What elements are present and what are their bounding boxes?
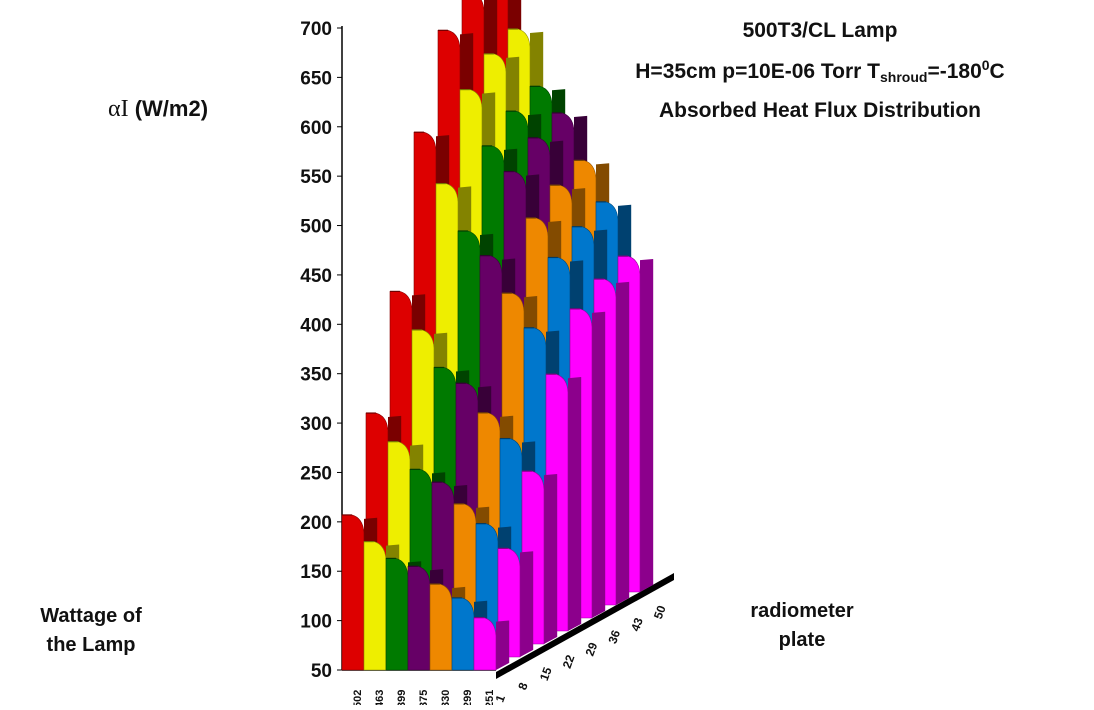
- y-tick-label: 50: [311, 661, 332, 682]
- y-tick-label: 450: [300, 266, 332, 287]
- title-line-2: H=35cm p=10E-06 Torr Tshroud=-1800C: [560, 48, 1080, 94]
- title-line-2-mid: =-180: [927, 60, 982, 83]
- wattage-tick-label: 463: [374, 690, 386, 705]
- bar: [407, 565, 431, 671]
- y-tick-label: 200: [300, 513, 332, 534]
- y-tick-label: 650: [300, 68, 332, 89]
- title-line-2-suffix: C: [989, 60, 1005, 83]
- wattage-tick-label: 502: [352, 690, 364, 705]
- bar-side: [640, 259, 654, 592]
- x-axis-label-line-2: the Lamp: [46, 634, 136, 656]
- y-axis-symbol: αI: [108, 96, 129, 122]
- title-line-2-sub: shroud: [880, 69, 928, 85]
- bar: [429, 583, 453, 671]
- title-line-2-prefix: H=35cm p=10E-06 Torr T: [635, 60, 880, 83]
- title-line-3: Absorbed Heat Flux Distribution: [658, 99, 981, 122]
- plate-tick-label: 29: [583, 640, 601, 658]
- chart-title: 500T3/CL Lamp H=35cm p=10E-06 Torr Tshro…: [560, 14, 1080, 128]
- bar-side: [616, 281, 630, 605]
- y-tick-label: 550: [300, 167, 332, 188]
- bar: [385, 558, 409, 671]
- plate-tick-label: 36: [605, 628, 623, 646]
- bar: [363, 541, 387, 671]
- y-tick-label: 250: [300, 463, 332, 484]
- title-line-2-sup: 0: [981, 57, 990, 73]
- bar-side: [592, 311, 606, 618]
- bar-side: [544, 474, 558, 644]
- title-line-1: 500T3/CL Lamp: [742, 19, 898, 42]
- bar-group: [473, 617, 510, 671]
- y-tick-label: 700: [300, 19, 332, 40]
- wattage-tick-label: 299: [462, 690, 474, 705]
- wattage-tick-label: 375: [418, 690, 430, 705]
- y-tick-label: 350: [300, 365, 332, 386]
- y-tick-label: 500: [300, 217, 332, 238]
- x-axis-label-line-1: Wattage of: [40, 605, 142, 627]
- plate-tick-label: 43: [628, 616, 646, 634]
- plate-tick-label: 8: [515, 680, 531, 691]
- y-tick-label: 300: [300, 414, 332, 435]
- y-tick-label: 100: [300, 612, 332, 633]
- depth-axis-floor: [496, 573, 674, 679]
- bar: [451, 597, 475, 671]
- y-axis-unit: (W/m2): [134, 96, 209, 121]
- plate-tick-label: 50: [651, 603, 669, 621]
- y-tick-label: 600: [300, 118, 332, 139]
- z-axis-label-line-2: plate: [778, 629, 826, 651]
- plate-tick-label: 15: [537, 665, 555, 683]
- y-axis-label: αI (W/m2): [108, 96, 208, 123]
- plate-tick-label: 1: [493, 693, 509, 704]
- bar: [341, 514, 365, 671]
- z-axis-label: radiometer plate: [712, 597, 892, 655]
- wattage-tick-label: 251: [484, 690, 496, 705]
- bar-side: [496, 620, 510, 670]
- plate-tick-label: 22: [560, 653, 578, 671]
- y-tick-label: 150: [300, 562, 332, 583]
- bar: [473, 617, 497, 671]
- wattage-tick-label: 330: [440, 690, 452, 705]
- bar-side: [520, 551, 534, 657]
- x-axis-label: Wattage of the Lamp: [16, 602, 166, 660]
- z-axis-label-line-1: radiometer: [750, 600, 854, 622]
- wattage-tick-label: 399: [396, 690, 408, 705]
- bar-side: [568, 377, 582, 631]
- y-tick-label: 400: [300, 315, 332, 336]
